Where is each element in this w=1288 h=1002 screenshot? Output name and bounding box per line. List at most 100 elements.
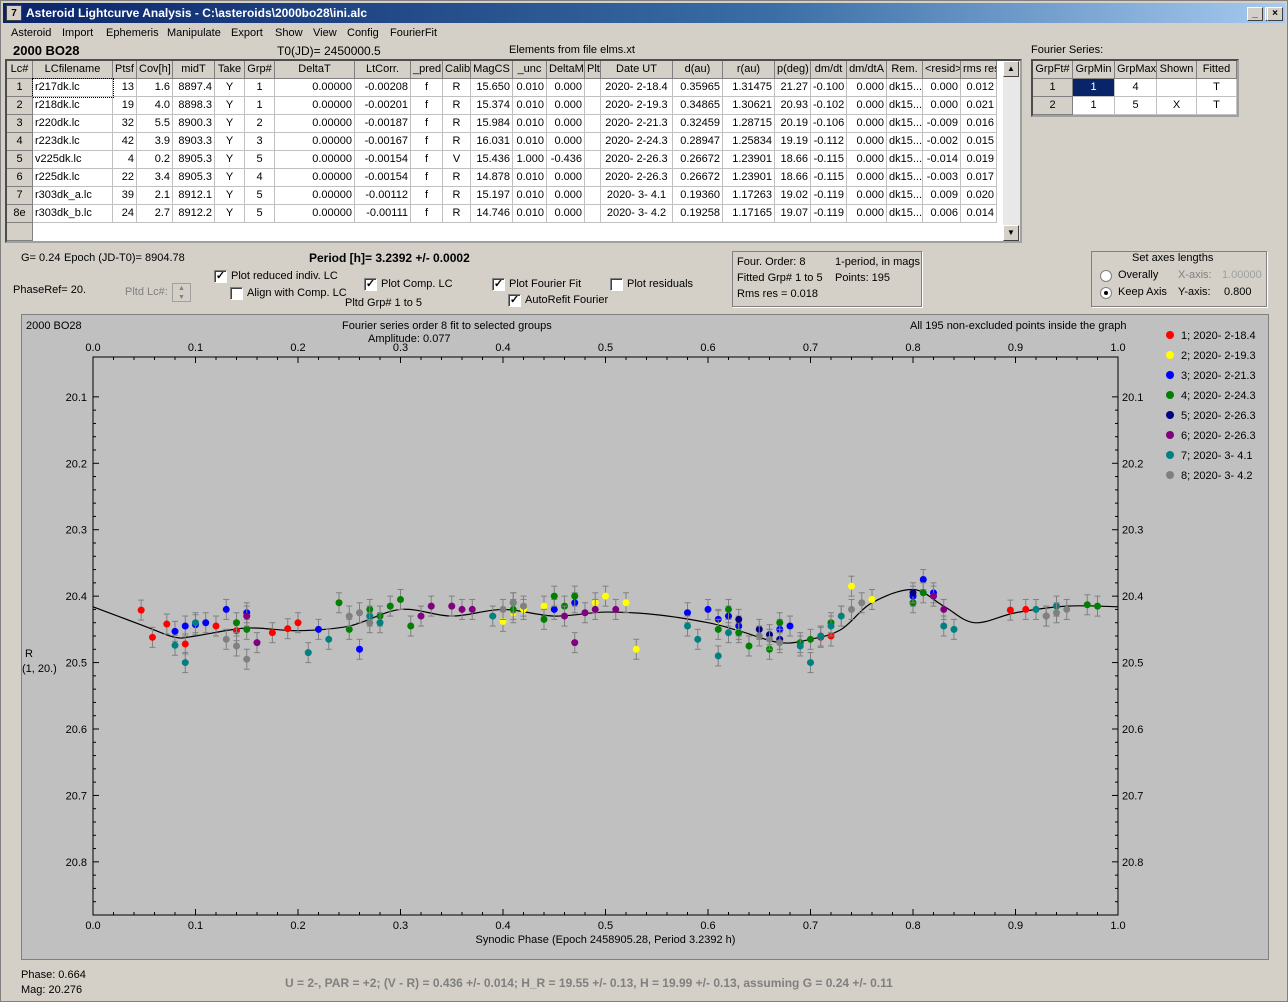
table-cell[interactable]: dk15...	[887, 151, 923, 169]
table-cell[interactable]: 8897.4	[173, 79, 215, 97]
table-cell[interactable]: 14.878	[471, 169, 513, 187]
table-cell[interactable]	[585, 115, 601, 133]
pltd-lc-spinner[interactable]: ▲ ▼	[172, 283, 191, 302]
table-header-cell[interactable]: r(au)	[723, 61, 775, 79]
table-cell[interactable]: dk15...	[887, 97, 923, 115]
fourier-series-table[interactable]: GrpFt# GrpMin GrpMax Shown Fitted 1 1 4 T 2 1 5 X T	[1031, 59, 1239, 117]
table-cell[interactable]: Y	[215, 97, 245, 115]
table-cell[interactable]: -0.00208	[355, 79, 411, 97]
table-cell[interactable]: 0.000	[847, 205, 887, 223]
table-cell[interactable]: 0.010	[513, 169, 547, 187]
keep-axis-radio[interactable]	[1100, 287, 1112, 299]
table-header-cell[interactable]: dm/dt	[811, 61, 847, 79]
table-cell[interactable]: V	[443, 151, 471, 169]
table-cell[interactable]: dk15...	[887, 133, 923, 151]
table-cell[interactable]: f	[411, 187, 443, 205]
table-cell[interactable]: 2020- 2-26.3	[601, 169, 673, 187]
fourier-header-cell[interactable]: GrpMax	[1115, 61, 1157, 79]
table-cell[interactable]: 0.000	[847, 133, 887, 151]
table-cell[interactable]: dk15...	[887, 79, 923, 97]
table-cell[interactable]: 0.35965	[673, 79, 723, 97]
menu-asteroid[interactable]: Asteroid	[11, 27, 52, 39]
table-cell[interactable]: 0.00000	[275, 97, 355, 115]
table-cell[interactable]: Y	[215, 205, 245, 223]
table-cell[interactable]: 0.010	[513, 205, 547, 223]
table-cell[interactable]: Y	[215, 133, 245, 151]
table-cell[interactable]: 0.000	[547, 115, 585, 133]
table-header-cell[interactable]: rms res	[961, 61, 997, 79]
table-cell[interactable]: 0.019	[961, 151, 997, 169]
table-cell[interactable]: 15.374	[471, 97, 513, 115]
menu-config[interactable]: Config	[347, 27, 379, 39]
table-cell[interactable]: 5	[245, 187, 275, 205]
menu-import[interactable]: Import	[62, 27, 94, 39]
table-cell[interactable]: 0.00000	[275, 187, 355, 205]
table-cell[interactable]: 2020- 3- 4.1	[601, 187, 673, 205]
table-cell[interactable]: R	[443, 169, 471, 187]
table-cell[interactable]: f	[411, 205, 443, 223]
table-cell[interactable]: dk15...	[887, 169, 923, 187]
table-cell[interactable]: r218dk.lc	[33, 97, 113, 115]
table-cell[interactable]: 0.00000	[275, 205, 355, 223]
table-cell[interactable]: 13	[113, 79, 137, 97]
fourier-cell[interactable]: 4	[1115, 79, 1157, 97]
table-cell[interactable]: -0.119	[811, 187, 847, 205]
table-header-cell[interactable]: <resid>	[923, 61, 961, 79]
table-cell[interactable]: 0.000	[547, 133, 585, 151]
table-cell[interactable]: 0.000	[847, 169, 887, 187]
table-cell[interactable]: 1.17165	[723, 205, 775, 223]
table-cell[interactable]: 0.010	[513, 79, 547, 97]
table-cell[interactable]: -0.00112	[355, 187, 411, 205]
table-cell[interactable]: 1.31475	[723, 79, 775, 97]
table-cell[interactable]: 3.9	[137, 133, 173, 151]
table-cell[interactable]: 0.010	[513, 133, 547, 151]
table-cell[interactable]: R	[443, 97, 471, 115]
table-cell[interactable]: 0.26672	[673, 151, 723, 169]
scroll-up-icon[interactable]: ▲	[1003, 61, 1019, 77]
table-cell[interactable]: r225dk.lc	[33, 169, 113, 187]
table-cell[interactable]: 2	[245, 115, 275, 133]
table-cell[interactable]: 8903.3	[173, 133, 215, 151]
table-header-cell[interactable]: Date UT	[601, 61, 673, 79]
table-cell[interactable]: 0.34865	[673, 97, 723, 115]
table-cell[interactable]: 0.00000	[275, 79, 355, 97]
row-header[interactable]: 5	[7, 151, 33, 169]
table-cell[interactable]: 0.000	[547, 205, 585, 223]
table-cell[interactable]: 0.26672	[673, 169, 723, 187]
fourier-cell[interactable]: 1	[1073, 97, 1115, 115]
table-cell[interactable]: 14.746	[471, 205, 513, 223]
table-cell[interactable]: 0.000	[923, 79, 961, 97]
title-bar[interactable]: 7 Asteroid Lightcurve Analysis - C:\aste…	[3, 3, 1285, 23]
table-cell[interactable]: 4	[113, 151, 137, 169]
table-cell[interactable]: f	[411, 133, 443, 151]
fourier-cell[interactable]: T	[1197, 79, 1237, 97]
table-cell[interactable]: 32	[113, 115, 137, 133]
row-header[interactable]	[7, 223, 33, 241]
lightcurve-table[interactable]: Lc# LCfilename Ptsf Cov[h] midT Take Grp# Delta…	[5, 59, 1022, 243]
menu-export[interactable]: Export	[231, 27, 263, 39]
table-header-cell[interactable]: DeltaM	[547, 61, 585, 79]
table-cell[interactable]: 39	[113, 187, 137, 205]
table-header-cell[interactable]: dm/dtA	[847, 61, 887, 79]
row-header[interactable]: 6	[7, 169, 33, 187]
table-cell[interactable]: -0.009	[923, 115, 961, 133]
table-cell[interactable]: 15.197	[471, 187, 513, 205]
close-button[interactable]: ×	[1267, 7, 1283, 21]
table-cell[interactable]: 8900.3	[173, 115, 215, 133]
table-cell[interactable]: 0.016	[961, 115, 997, 133]
table-header-cell[interactable]: Grp#	[245, 61, 275, 79]
table-cell[interactable]: -0.115	[811, 169, 847, 187]
table-cell[interactable]: 0.015	[961, 133, 997, 151]
table-cell[interactable]: 0.006	[923, 205, 961, 223]
table-cell[interactable]: 8905.3	[173, 169, 215, 187]
table-cell[interactable]: 0.000	[923, 97, 961, 115]
table-cell[interactable]: r217dk.lc	[32, 78, 114, 98]
table-cell[interactable]: 1.23901	[723, 151, 775, 169]
table-cell[interactable]: 22	[113, 169, 137, 187]
table-cell[interactable]: -0.112	[811, 133, 847, 151]
table-cell[interactable]: 2020- 3- 4.2	[601, 205, 673, 223]
table-cell[interactable]: 19.19	[775, 133, 811, 151]
table-cell[interactable]: 0.000	[547, 97, 585, 115]
table-cell[interactable]: 18.66	[775, 169, 811, 187]
table-cell[interactable]: 4.0	[137, 97, 173, 115]
